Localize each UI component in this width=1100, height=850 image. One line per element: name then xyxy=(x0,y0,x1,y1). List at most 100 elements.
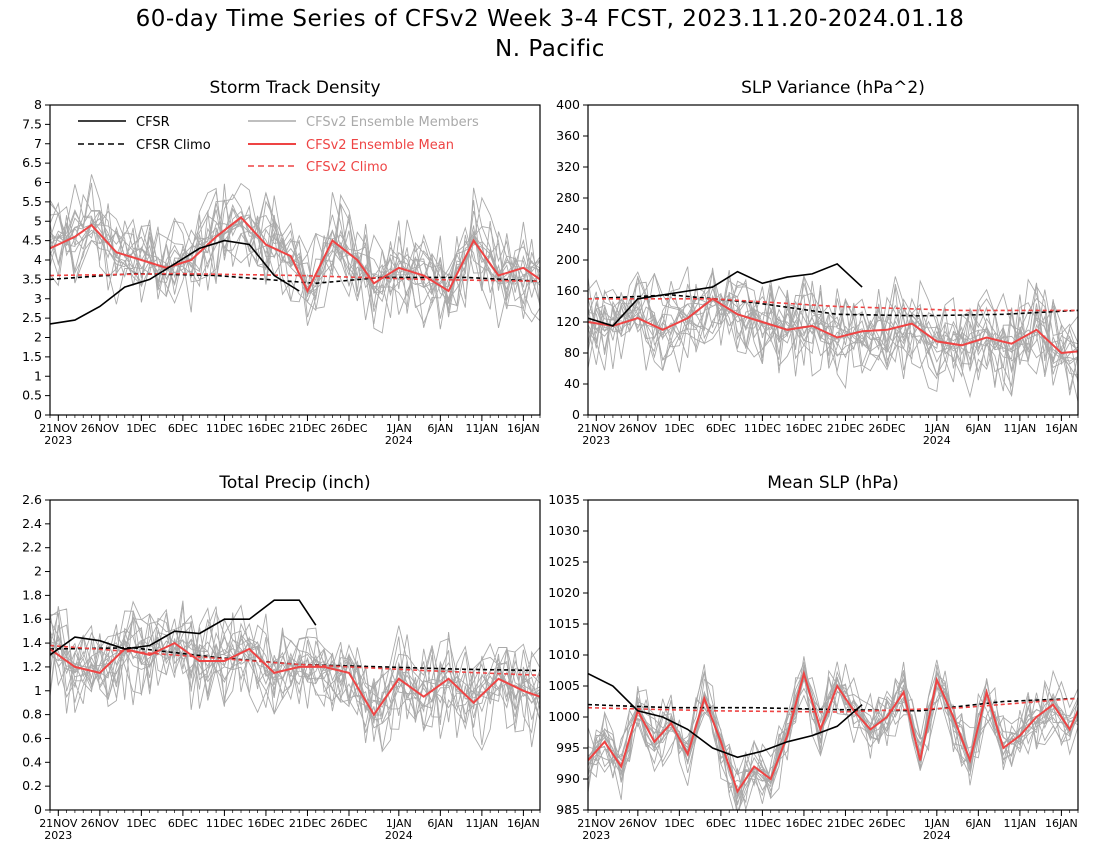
x-tick-label: 6JAN xyxy=(427,422,453,435)
y-tick-label: 280 xyxy=(556,190,580,205)
chart-panel-3: Total Precip (inch) 0 0.2 0.4 0.6 0.8 1 1.2 1.4 1… xyxy=(22,473,541,842)
figure-title: 60-day Time Series of CFSv2 Week 3-4 FCS… xyxy=(0,4,1100,64)
x-year-label: 2023 xyxy=(582,829,610,842)
x-tick-label: 6JAN xyxy=(965,817,991,830)
ensemble-member-line xyxy=(588,267,1078,383)
y-tick-label: 1015 xyxy=(548,616,580,631)
ensemble-member-line xyxy=(588,286,1078,379)
x-tick-label: 6DEC xyxy=(168,817,198,830)
x-tick-label: 26NOV xyxy=(81,817,120,830)
x-year-label: 2023 xyxy=(44,434,72,447)
y-tick-label: 1020 xyxy=(548,585,580,600)
chart-panel-4: Mean SLP (hPa) 985 990 995 1000 1005 1010 1015 1… xyxy=(548,473,1079,842)
series-cfsr xyxy=(50,599,317,656)
legend-label: CFSR Climo xyxy=(136,138,211,153)
chart-title: Storm Track Density xyxy=(209,78,380,98)
series-cfsv2-ensemble-mean xyxy=(50,641,540,717)
x-tick-label: 16JAN xyxy=(1045,817,1078,830)
y-tick-label: 1.8 xyxy=(22,587,42,602)
y-tick-label: 1.4 xyxy=(22,635,42,650)
ensemble-member-line xyxy=(50,612,540,753)
x-year-label: 2024 xyxy=(923,829,951,842)
ensemble-member-line xyxy=(50,199,540,325)
y-tick-label: 8 xyxy=(34,97,42,112)
x-tick-label: 1JAN xyxy=(386,817,412,830)
y-tick-label: 995 xyxy=(556,740,580,755)
y-tick-label: 0 xyxy=(34,407,42,422)
y-tick-label: 200 xyxy=(556,252,580,267)
ensemble-member-line xyxy=(50,189,540,325)
x-year-label: 2024 xyxy=(385,829,413,842)
x-tick-label: 16DEC xyxy=(785,817,822,830)
series-cfsv2-ensemble-mean xyxy=(588,669,1078,794)
y-tick-label: 1 xyxy=(34,368,42,383)
y-tick-label: 120 xyxy=(556,314,580,329)
ensemble-member-line xyxy=(50,182,540,322)
x-tick-label: 21NOV xyxy=(39,422,78,435)
x-tick-label: 21NOV xyxy=(577,817,616,830)
series-cfsv2-climo xyxy=(50,644,540,677)
y-tick-label: 360 xyxy=(556,128,580,143)
y-tick-label: 0.2 xyxy=(22,778,42,793)
figure-title-region: N. Pacific xyxy=(495,36,605,62)
y-tick-label: 2.2 xyxy=(22,540,42,555)
x-tick-label: 26DEC xyxy=(868,422,905,435)
y-tick-label: 2 xyxy=(34,564,42,579)
x-tick-label: 16DEC xyxy=(247,817,284,830)
x-tick-label: 21DEC xyxy=(827,422,864,435)
x-tick-label: 21NOV xyxy=(577,422,616,435)
y-tick-label: 400 xyxy=(556,97,580,112)
x-tick-label: 16DEC xyxy=(785,422,822,435)
y-tick-label: 1000 xyxy=(548,709,580,724)
x-tick-label: 26DEC xyxy=(868,817,905,830)
ensemble-member-line xyxy=(588,275,1078,392)
x-tick-label: 26NOV xyxy=(81,422,120,435)
x-tick-label: 11DEC xyxy=(744,422,781,435)
chart-title: Total Precip (inch) xyxy=(218,473,370,493)
ensemble-member-line xyxy=(588,275,1078,402)
ensemble-member-line xyxy=(588,663,1078,804)
ensemble-member-line xyxy=(588,669,1078,782)
y-tick-label: 0.8 xyxy=(22,707,42,722)
y-tick-label: 1 xyxy=(34,683,42,698)
plot-frame xyxy=(49,499,541,811)
y-tick-label: 240 xyxy=(556,221,580,236)
x-tick-label: 1JAN xyxy=(924,817,950,830)
x-tick-label: 11JAN xyxy=(1003,817,1036,830)
x-tick-label: 6JAN xyxy=(965,422,991,435)
series-cfsr xyxy=(588,262,863,327)
x-tick-label: 1DEC xyxy=(664,817,694,830)
x-year-label: 2023 xyxy=(582,434,610,447)
y-tick-label: 40 xyxy=(564,376,580,391)
x-tick-label: 11JAN xyxy=(1003,422,1036,435)
y-tick-label: 1.2 xyxy=(22,659,42,674)
y-tick-label: 5.5 xyxy=(22,194,42,209)
ensemble-member-line xyxy=(50,610,540,739)
series-cfsv2-ensemble-mean xyxy=(588,297,1078,355)
y-tick-label: 6.5 xyxy=(22,155,42,170)
y-tick-label: 160 xyxy=(556,283,580,298)
y-tick-label: 7 xyxy=(34,136,42,151)
x-tick-label: 6DEC xyxy=(706,422,736,435)
y-tick-label: 2.5 xyxy=(22,310,42,325)
ensemble-member-line xyxy=(50,606,540,728)
x-tick-label: 26NOV xyxy=(619,817,658,830)
x-tick-label: 6DEC xyxy=(168,422,198,435)
y-tick-label: 990 xyxy=(556,771,580,786)
x-tick-label: 11JAN xyxy=(465,422,498,435)
y-tick-label: 1.6 xyxy=(22,611,42,626)
x-tick-label: 6DEC xyxy=(706,817,736,830)
x-tick-label: 26DEC xyxy=(330,422,367,435)
series-cfsv2-climo xyxy=(50,272,540,283)
chart-title: Mean SLP (hPa) xyxy=(767,473,899,493)
y-tick-label: 1005 xyxy=(548,678,580,693)
x-tick-label: 1JAN xyxy=(386,422,412,435)
ensemble-members xyxy=(50,600,540,753)
legend-label: CFSv2 Ensemble Members xyxy=(306,115,479,130)
y-tick-label: 1010 xyxy=(548,647,580,662)
series-cfsr xyxy=(50,239,300,325)
y-tick-label: 0.5 xyxy=(22,388,42,403)
ensemble-member-line xyxy=(588,266,1078,388)
y-tick-label: 1025 xyxy=(548,554,580,569)
legend-label: CFSv2 Ensemble Mean xyxy=(306,138,454,153)
